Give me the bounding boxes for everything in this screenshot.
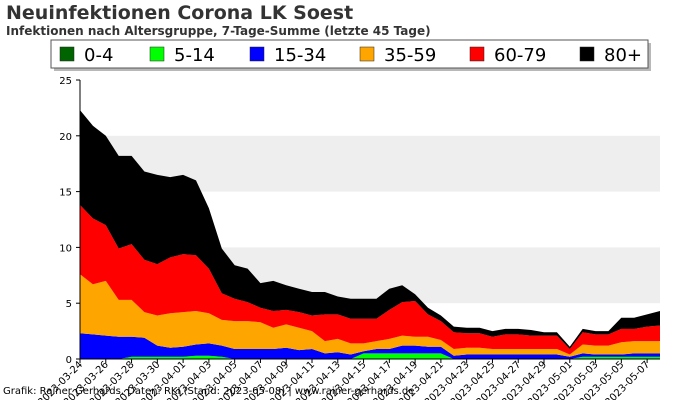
y-axis-ticks: 0 5 10 15 20 25 bbox=[59, 76, 80, 366]
legend-box bbox=[50, 39, 649, 69]
legend-swatch-35-59 bbox=[359, 46, 375, 62]
legend-label-35-59: 35-59 bbox=[384, 45, 436, 66]
legend-swatch-0-4 bbox=[59, 46, 75, 62]
area-series-60-79 bbox=[80, 205, 660, 355]
area-series bbox=[80, 110, 660, 359]
legend-label-80+: 80+ bbox=[604, 45, 642, 66]
y-tick-label: 15 bbox=[59, 188, 72, 199]
y-tick-label: 10 bbox=[59, 243, 72, 254]
chart-subtitle: Infektionen nach Altersgruppe, 7-Tage-Su… bbox=[6, 24, 431, 38]
y-tick-label: 25 bbox=[59, 76, 72, 87]
legend-label-15-34: 15-34 bbox=[274, 45, 326, 66]
legend-label-60-79: 60-79 bbox=[494, 45, 546, 66]
legend-swatch-5-14 bbox=[149, 46, 165, 62]
y-tick-label: 0 bbox=[66, 355, 72, 366]
legend-swatch-15-34 bbox=[249, 46, 265, 62]
credit-footer: Grafik: Rainer Gerhards, Daten: RKI (Sta… bbox=[3, 386, 415, 397]
chart-title: Neuinfektionen Corona LK Soest bbox=[6, 2, 354, 24]
axes bbox=[79, 80, 660, 360]
area-series-5-14 bbox=[80, 353, 660, 359]
legend-label-0-4: 0-4 bbox=[84, 45, 113, 66]
y-tick-label: 5 bbox=[66, 299, 72, 310]
area-series-80+ bbox=[80, 110, 660, 349]
legend-label-5-14: 5-14 bbox=[174, 45, 215, 66]
area-series-15-34 bbox=[80, 333, 660, 359]
y-tick-label: 20 bbox=[59, 132, 72, 143]
area-series-35-59 bbox=[80, 274, 660, 357]
legend-swatch-80+ bbox=[579, 46, 595, 62]
legend: 0-4 5-14 15-34 35-59 60-79 80+ bbox=[50, 39, 651, 71]
legend-swatch-60-79 bbox=[469, 46, 485, 62]
